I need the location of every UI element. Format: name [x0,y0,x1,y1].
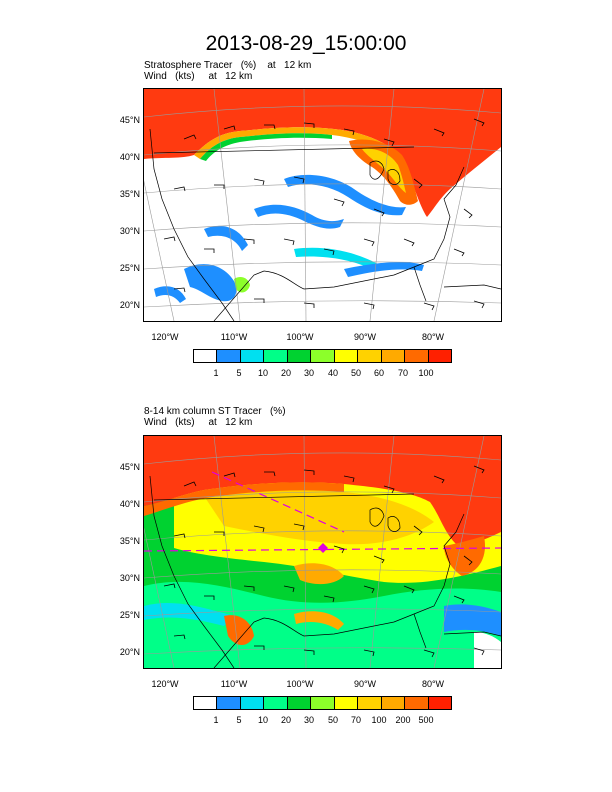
panel1-colorbar-label: 70 [397,368,408,378]
panel1-tracer-filament [284,174,406,216]
panel1-colorbar-label: 10 [257,368,268,378]
panel2-colorbar-label: 500 [418,715,434,725]
panel2-tracer-high-region [144,436,501,545]
panel1-lat-label: 20°N [119,300,140,310]
panel1-tracer-blob [234,277,250,293]
panel1-tracer-filament [204,225,248,251]
colorbar-swatch [287,350,312,362]
panel1-subtitle-wind: Wind (kts) at 12 km [144,71,253,82]
panel1-lon-label: 100°W [286,332,314,342]
panel2-lat-label: 20°N [119,647,140,657]
panel2-lat-label: 45°N [119,462,140,472]
colorbar-swatch [240,697,265,709]
panel2-lon-label: 120°W [151,679,179,689]
panel2-lon-label: 80°W [421,679,445,689]
panel1-tracer-band-green [200,133,332,161]
colorbar-swatch [334,697,359,709]
colorbar-swatch [217,350,241,362]
panel1-colorbar-label: 20 [280,368,291,378]
colorbar-swatch [194,350,218,362]
colorbar-swatch [358,350,382,362]
panel1-tracer-filament [184,264,237,302]
colorbar-swatch [264,697,288,709]
panel1-tracer-tongue [349,139,418,205]
panel2-tracer-blob [294,611,344,630]
panel1-subtitle-tracer: Stratosphere Tracer (%) at 12 km [144,60,312,71]
colorbar-swatch [264,350,288,362]
panel1-colorbar-label: 1 [213,368,219,378]
panel1-tracer-tongue-core [362,148,406,193]
panel1-lon-label: 80°W [421,332,445,342]
colorbar-swatch [334,350,359,362]
colorbar-swatch [428,350,451,362]
panel1-lat-label: 35°N [119,189,140,199]
panel2-colorbar-label: 50 [327,715,338,725]
panel2-subtitle-wind: Wind (kts) at 12 km [144,417,253,428]
panel2-map [143,435,502,669]
panel2-location-marker [318,543,328,553]
colorbar-swatch [405,697,429,709]
panel1-colorbar-label: 60 [373,368,384,378]
page-title: 2013-08-29_15:00:00 [205,32,407,55]
colorbar-swatch [311,350,335,362]
panel2-lat-label: 30°N [119,573,140,583]
panel1-tracer-filament [344,262,424,277]
panel2-tracer-band [444,604,501,636]
panel2-colorbar-label: 1 [213,715,219,725]
panel2-colorbar-label: 200 [395,715,411,725]
colorbar-swatch [240,350,265,362]
panel2-tracer-clear [474,632,501,668]
colorbar-swatch [381,350,406,362]
panel2-tracer-mid-region [204,489,434,545]
colorbar-swatch [217,697,241,709]
panel2-lat-label: 25°N [119,610,140,620]
panel1-lon-label: 120°W [151,332,179,342]
panel2-tracer-blob [224,615,254,645]
panel2-lon-label: 100°W [286,679,314,689]
colorbar-swatch [358,697,382,709]
colorbar-swatch [287,697,312,709]
panel1-colorbar-label: 40 [327,368,338,378]
panel2-lat-label: 40°N [119,499,140,509]
panel1-lat-label: 25°N [119,263,140,273]
panel1-tracer-filament [294,247,380,271]
panel2-colorbar-label: 100 [371,715,387,725]
colorbar-swatch [405,350,429,362]
panel2-colorbar-label: 30 [303,715,314,725]
panel1-tracer-filament [254,204,344,229]
panel1-lat-label: 45°N [119,115,140,125]
panel2-subtitle-tracer: 8-14 km column ST Tracer (%) [144,406,286,417]
panel2-colorbar-label: 20 [280,715,291,725]
panel2-lon-label: 90°W [353,679,377,689]
colorbar-swatch [381,697,406,709]
panel2-colorbar-label: 70 [350,715,361,725]
panel1-lon-label: 110°W [220,332,248,342]
panel1-tracer-filament [154,286,186,303]
panel2-tracer-blob [294,563,344,585]
panel1-lat-label: 40°N [119,152,140,162]
panel2-tracer-band [144,603,234,626]
colorbar-swatch [428,697,451,709]
panel2-colorbar [193,696,452,710]
panel1-colorbar-label: 5 [236,368,242,378]
panel1-lon-label: 90°W [353,332,377,342]
panel2-tracer-low-region [144,581,501,668]
panel1-map [143,88,502,322]
panel1-colorbar-label: 50 [350,368,361,378]
colorbar-swatch [194,697,218,709]
panel1-colorbar-label: 30 [303,368,314,378]
panel2-colorbar-label: 10 [257,715,268,725]
panel2-lon-label: 110°W [220,679,248,689]
panel1-colorbar-label: 100 [418,368,434,378]
panel1-lat-label: 30°N [119,226,140,236]
panel2-lat-label: 35°N [119,536,140,546]
panel1-tracer-band [194,127,406,169]
panel2-colorbar-label: 5 [236,715,242,725]
colorbar-swatch [311,697,335,709]
panel1-colorbar [193,349,452,363]
panel1-tracer-high-region [144,89,501,217]
